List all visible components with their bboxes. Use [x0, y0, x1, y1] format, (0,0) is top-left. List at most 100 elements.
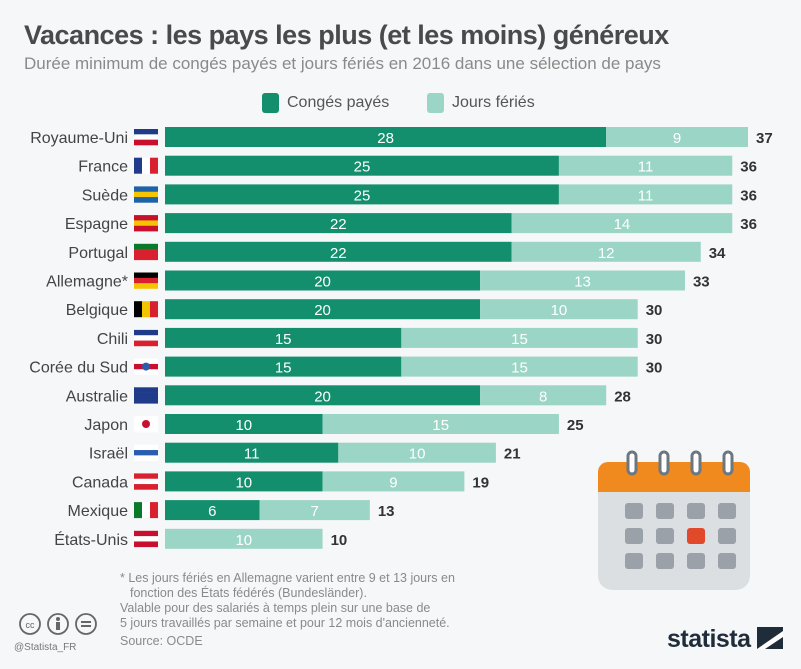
bar-jours-feries: [606, 127, 748, 147]
france-flag: [134, 157, 142, 174]
note-line: 5 jours travaillés par semaine et pour 1…: [120, 616, 450, 630]
total-label: 36: [740, 159, 757, 176]
spain-flag: [134, 220, 158, 227]
canada-flag: [134, 473, 158, 480]
bar-label-feries: 13: [574, 274, 591, 291]
bar-jours-feries: [558, 184, 733, 205]
twitter-handle[interactable]: @Statista_FR: [14, 642, 77, 653]
bar-jours-feries: [322, 414, 559, 434]
bar-label-feries: 9: [389, 474, 397, 491]
bar-label-conges: 22: [330, 216, 347, 233]
bar-jours-feries: [259, 500, 370, 521]
israel-flag: [134, 444, 158, 451]
mexico-flag: [134, 502, 142, 519]
bar-conges-payes: [165, 299, 481, 320]
bar-conges-payes: [165, 500, 260, 521]
total-label: 36: [740, 216, 757, 233]
australia-flag: [134, 387, 158, 393]
legend-item-feries: Jours fériés: [427, 93, 535, 113]
total-label: 34: [709, 245, 726, 262]
bar-label-feries: 15: [511, 331, 528, 348]
total-label: 10: [331, 532, 348, 549]
bar-jours-feries: [511, 213, 733, 234]
category-label: Allemagne*: [46, 274, 128, 291]
south-korea-flag: [134, 358, 158, 365]
bar-label-feries: 15: [511, 360, 528, 377]
category-label: Suède: [82, 187, 128, 204]
germany-flag: [134, 277, 158, 284]
uk-flag: [134, 134, 158, 140]
sweden-flag: [134, 197, 158, 203]
bar-label-feries: 10: [409, 446, 426, 463]
bar-label-feries: 10: [551, 302, 568, 319]
bar-label-feries: 8: [539, 388, 547, 405]
bar-label-feries: 15: [432, 417, 449, 434]
israel-flag: [134, 450, 158, 456]
legend-label: Jours fériés: [452, 94, 535, 111]
usa-flag: [134, 541, 158, 548]
canada-flag: [134, 484, 158, 490]
category-label: Chili: [97, 331, 128, 348]
bar-conges-payes: [165, 471, 323, 492]
creative-commons-icons[interactable]: cc: [18, 612, 108, 638]
total-label: 36: [740, 187, 757, 204]
south-korea-flag: [134, 369, 158, 375]
bar-conges-payes: [165, 184, 559, 205]
bar-label-conges: 15: [275, 331, 292, 348]
total-label: 25: [567, 417, 584, 434]
bar-conges-payes: [165, 356, 402, 377]
svg-text:cc: cc: [26, 620, 36, 630]
bar-jours-feries: [558, 155, 733, 176]
bar-label-feries: 14: [614, 216, 631, 233]
mexico-flag: [142, 502, 150, 519]
statista-logo[interactable]: statista: [667, 625, 783, 654]
usa-flag: [134, 530, 158, 537]
legend-swatch-conges: [262, 93, 279, 113]
category-label: Espagne: [65, 216, 128, 233]
bar-label-conges: 20: [314, 274, 331, 291]
germany-flag: [134, 283, 158, 289]
japan-flag: [134, 416, 158, 422]
note-line: Valable pour des salariés à temps plein …: [120, 601, 431, 615]
bar-jours-feries: [480, 270, 685, 291]
france-flag: [150, 157, 158, 174]
portugal-flag: [134, 249, 158, 255]
bar-jours-feries: [338, 442, 496, 463]
bar-conges-payes: [165, 213, 512, 234]
bar-label-feries: 12: [598, 245, 615, 262]
bar-conges-payes: [165, 442, 339, 463]
mexico-flag: [150, 502, 158, 519]
total-label: 19: [472, 474, 489, 491]
australia-flag: [134, 392, 158, 399]
bar-label-conges: 28: [377, 130, 394, 147]
category-label: États-Unis: [54, 530, 128, 549]
bar-conges-payes: [165, 414, 323, 434]
bar-label-feries: 7: [311, 503, 319, 520]
category-label: Royaume-Uni: [30, 130, 128, 147]
total-label: 30: [646, 331, 663, 348]
note-line: fonction des États fédérés (Bundesländer…: [130, 586, 367, 600]
total-label: 37: [756, 130, 773, 147]
bar-label-conges: 20: [314, 302, 331, 319]
chile-flag: [134, 329, 158, 336]
belgium-flag: [150, 301, 158, 318]
canada-flag: [134, 478, 158, 485]
usa-flag: [134, 536, 158, 542]
portugal-flag: [134, 243, 158, 250]
total-label: 30: [646, 360, 663, 377]
bar-conges-payes: [165, 327, 402, 348]
category-label: Corée du Sud: [29, 360, 128, 377]
legend-label: Congés payés: [287, 94, 390, 111]
total-label: 13: [378, 503, 395, 520]
japan-flag: [134, 426, 158, 433]
category-label: Canada: [72, 474, 128, 491]
total-label: 30: [646, 302, 663, 319]
belgium-flag: [142, 301, 150, 318]
bar-label-feries: 11: [638, 159, 654, 176]
category-label: Belgique: [66, 302, 128, 319]
total-label: 28: [614, 388, 631, 405]
chile-flag: [134, 335, 158, 341]
bar-jours-feries: [511, 241, 701, 262]
